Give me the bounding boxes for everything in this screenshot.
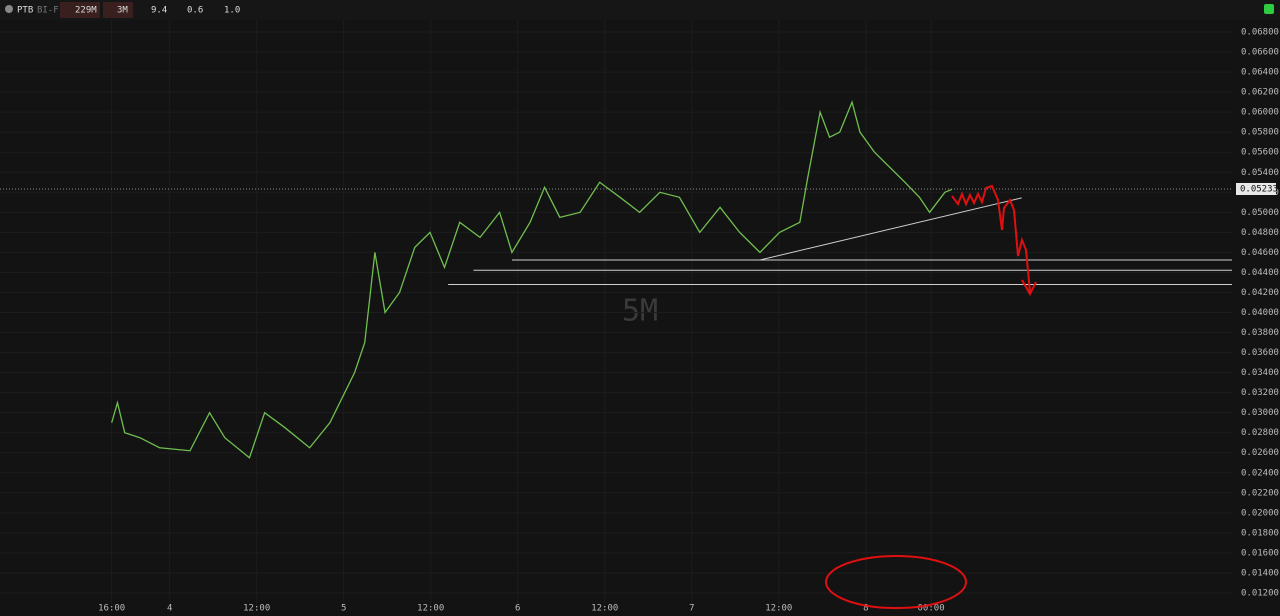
red-circle xyxy=(825,555,967,609)
y-tick-label: 0.05800 xyxy=(1241,128,1279,138)
y-tick-label: 0.02200 xyxy=(1241,488,1279,498)
y-tick-label: 0.02000 xyxy=(1241,508,1279,518)
status[interactable] xyxy=(1264,4,1274,14)
y-tick-label: 0.04400 xyxy=(1241,268,1279,278)
y-tick-label: 0.03000 xyxy=(1241,408,1279,418)
volume-badge[interactable] xyxy=(60,2,100,18)
x-tick-label: 4 xyxy=(167,604,172,614)
watermark: 5M xyxy=(622,294,658,329)
y-tick-label: 0.01800 xyxy=(1241,528,1279,538)
y-tick-label: 0.04000 xyxy=(1241,308,1279,318)
exchange: BI-F xyxy=(37,6,59,16)
toolbar xyxy=(0,0,1280,20)
y-tick-label: 0.02800 xyxy=(1241,428,1279,438)
y-tick-label: 0.06200 xyxy=(1241,88,1279,98)
stat: 9.4 xyxy=(151,6,167,16)
x-tick-label: 12:00 xyxy=(591,604,618,614)
last-price-box xyxy=(1236,182,1276,195)
x-tick-label: 5 xyxy=(341,604,346,614)
x-tick-label: 16:00 xyxy=(98,604,125,614)
y-tick-label: 0.01400 xyxy=(1241,568,1279,578)
y-tick-label: 0.03600 xyxy=(1241,348,1279,358)
volume: 229M xyxy=(75,6,97,16)
symbol[interactable]: PTB xyxy=(17,6,33,16)
x-tick-label: 6 xyxy=(515,604,520,614)
timeframe: 3M xyxy=(117,6,128,16)
y-tick-label: 0.02400 xyxy=(1241,468,1279,478)
y-tick-label: 0.06400 xyxy=(1241,68,1279,78)
red-arrow xyxy=(951,184,1037,297)
x-tick-label: 00:00 xyxy=(918,604,945,614)
y-tick-label: 0.06600 xyxy=(1241,48,1279,58)
x-tick-label: 12:00 xyxy=(417,604,444,614)
y-tick-label: 0.05400 xyxy=(1241,168,1279,178)
y-tick-label: 0.04800 xyxy=(1241,228,1279,238)
price-line xyxy=(111,100,953,459)
y-tick-label: 0.02600 xyxy=(1241,448,1279,458)
drawn-line xyxy=(759,197,1022,261)
y-tick-label: 0.03400 xyxy=(1241,368,1279,378)
x-tick-label: 7 xyxy=(689,604,694,614)
last-price-label: 0.05233 xyxy=(1240,184,1278,194)
x-tick-label: 8 xyxy=(863,604,868,614)
y-tick-label: 0.05600 xyxy=(1241,148,1279,158)
stat: 1.0 xyxy=(224,6,240,16)
y-tick-label: 0.05000 xyxy=(1241,208,1279,218)
y-tick-label: 0.04600 xyxy=(1241,248,1279,258)
y-tick-label: 0.06800 xyxy=(1241,28,1279,38)
x-tick-label: 12:00 xyxy=(765,604,792,614)
timeframe-badge[interactable] xyxy=(103,2,133,18)
y-tick-label: 0.03200 xyxy=(1241,388,1279,398)
symbol-icon xyxy=(5,5,13,13)
y-tick-label: 0.04200 xyxy=(1241,288,1279,298)
x-tick-label: 12:00 xyxy=(243,604,270,614)
y-tick-label: 0.01600 xyxy=(1241,548,1279,558)
y-tick-label: 0.01200 xyxy=(1241,588,1279,598)
stat: 0.6 xyxy=(187,6,203,16)
y-tick-label: 0.06000 xyxy=(1241,108,1279,118)
y-tick-label: 0.03800 xyxy=(1241,328,1279,338)
